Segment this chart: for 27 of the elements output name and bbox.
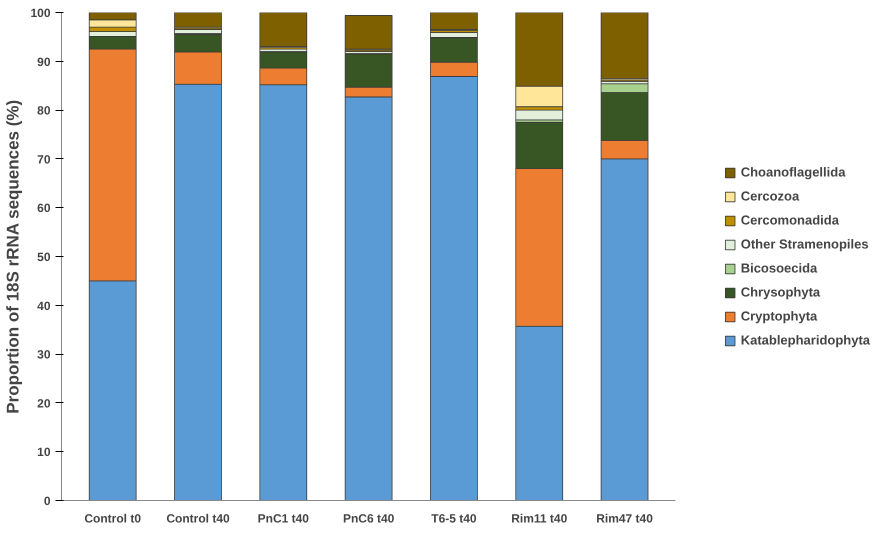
y-tick-label: 70 (37, 152, 51, 166)
y-tick-label: 50 (37, 250, 51, 264)
legend-label: Other Stramenopiles (740, 236, 869, 252)
y-tick-label: 0 (44, 494, 51, 508)
y-tick-label: 40 (37, 298, 51, 313)
y-tick-label: 10 (37, 445, 51, 460)
y-tick-label: 30 (37, 348, 51, 362)
y-tick-label: 90 (37, 54, 51, 69)
x-tick-label: PnC1 t40 (258, 512, 310, 526)
x-tick-label: PnC6 t40 (342, 512, 395, 526)
x-tick-label: Control t0 (84, 512, 142, 526)
legend-label: Cercozoa (740, 188, 800, 204)
legend-label: Chrysophyta (740, 284, 820, 300)
y-tick-label: 100 (30, 6, 51, 20)
y-tick-label: 80 (37, 104, 51, 118)
x-tick-label: Rim47 t40 (596, 512, 654, 526)
legend-label: Cryptophyta (740, 308, 818, 324)
legend-label: Choanoflagellida (740, 164, 846, 180)
x-tick-label: T6-5 t40 (431, 512, 477, 526)
legend-label: Katablepharidophyta (740, 332, 870, 348)
y-tick-label: 60 (37, 201, 51, 216)
legend-label: Bicosoecida (740, 260, 818, 276)
y-axis-title: Proportion of 18S rRNA sequences (%) (3, 100, 22, 414)
legend-label: Cercomonadida (740, 212, 839, 228)
x-tick-label: Control t40 (166, 512, 230, 526)
x-tick-label: Rim11 t40 (511, 512, 568, 526)
y-tick-label: 20 (37, 396, 51, 410)
